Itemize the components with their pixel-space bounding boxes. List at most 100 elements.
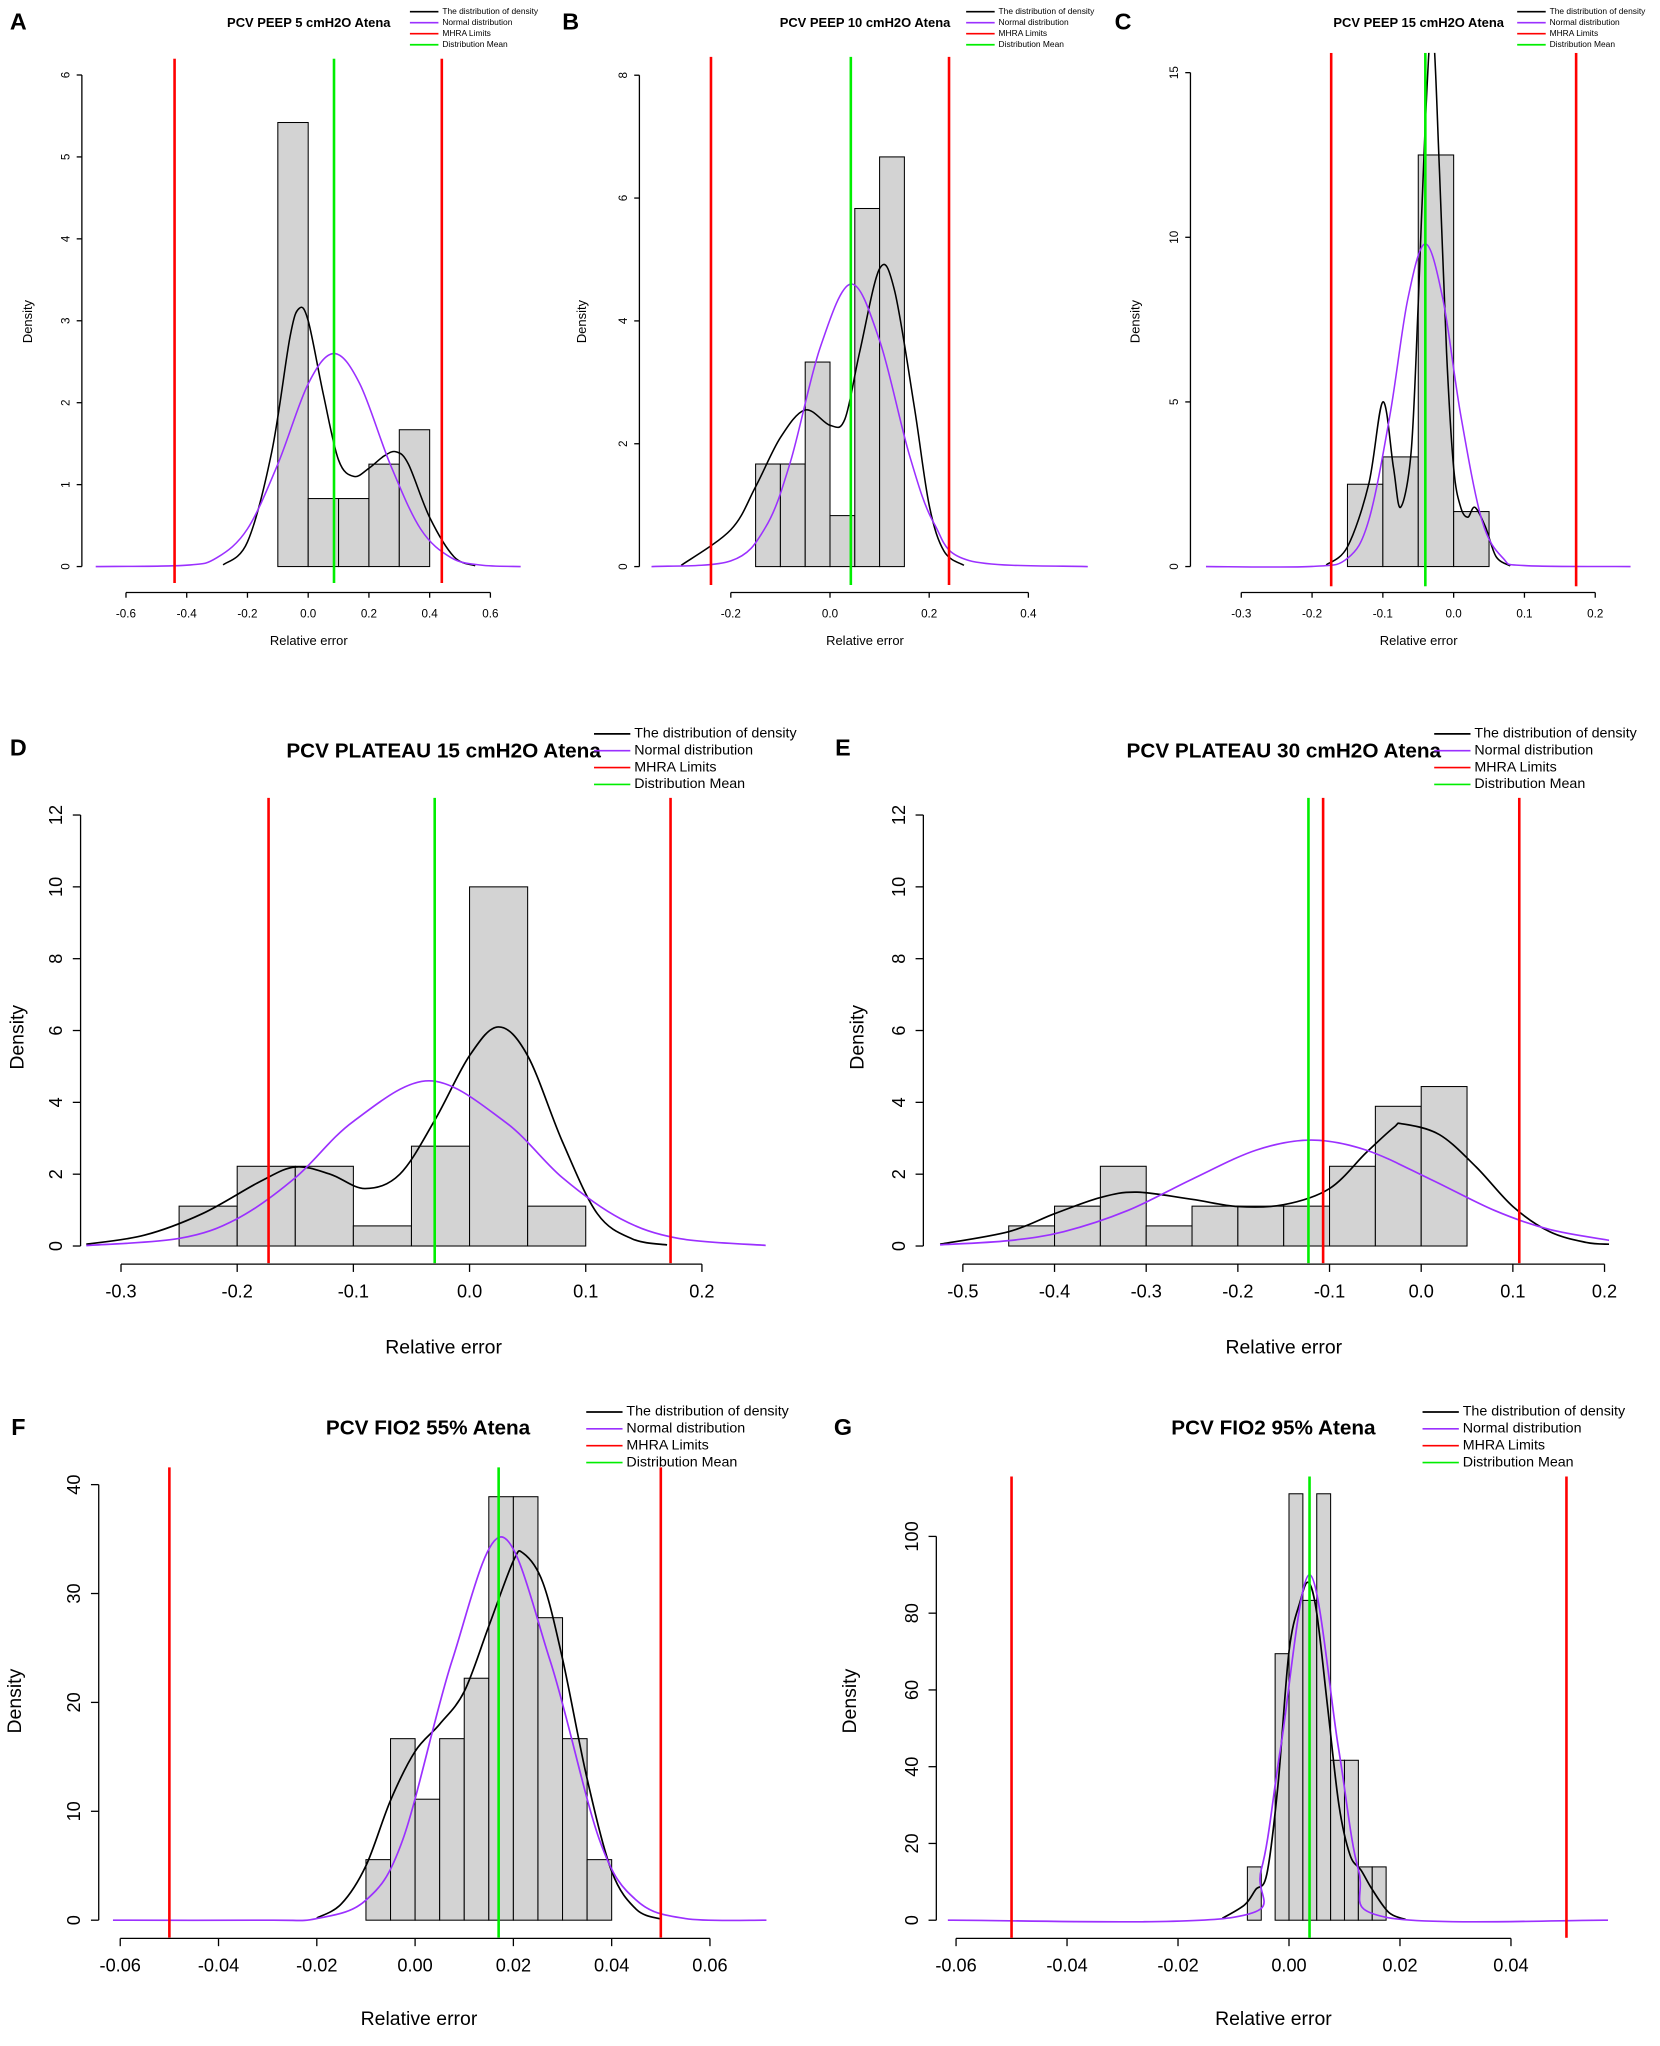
histogram-bar bbox=[414, 1798, 441, 1921]
y-tick-label: 4 bbox=[617, 317, 630, 324]
y-tick-label: 2 bbox=[617, 441, 630, 447]
plot-area bbox=[112, 1467, 767, 1938]
legend-label: Distribution Mean bbox=[1474, 776, 1585, 792]
density-curve bbox=[86, 1079, 766, 1247]
chart-title: PCV FIO2 55% Atena bbox=[326, 1416, 531, 1439]
panel-letter: F bbox=[11, 1414, 25, 1440]
legend-label: MHRA Limits bbox=[1474, 759, 1556, 775]
y-tick-label: 40 bbox=[64, 1475, 84, 1495]
legend-label: Distribution Mean bbox=[999, 39, 1065, 49]
histogram-bar bbox=[277, 121, 309, 568]
y-tick-label: 2 bbox=[889, 1169, 909, 1179]
y-tick-label: 10 bbox=[889, 877, 909, 897]
y-tick-label: 1 bbox=[59, 481, 72, 487]
x-tick-label: -0.02 bbox=[296, 1956, 337, 1976]
x-tick-label: -0.3 bbox=[1131, 1281, 1162, 1301]
panel-letter: E bbox=[835, 735, 851, 761]
x-tick-label: 0.06 bbox=[692, 1956, 727, 1976]
x-tick-label: -0.2 bbox=[237, 608, 257, 621]
x-axis-label: Relative error bbox=[1225, 1337, 1342, 1359]
x-axis-label: Relative error bbox=[1215, 2008, 1332, 2030]
x-tick-label: -0.2 bbox=[1302, 608, 1322, 621]
legend-label: MHRA Limits bbox=[442, 28, 491, 38]
y-tick-label: 0 bbox=[59, 563, 72, 570]
x-tick-label: 0.1 bbox=[1500, 1281, 1525, 1301]
panel: C PCV PEEP 15 cmH2O Atena Relative error De… bbox=[1115, 6, 1647, 648]
histogram-bar bbox=[1145, 1225, 1193, 1247]
y-axis-label: Density bbox=[1127, 299, 1142, 343]
legend-label: Distribution Mean bbox=[634, 776, 745, 792]
histogram-bar bbox=[879, 156, 905, 568]
panel-letter: C bbox=[1115, 8, 1132, 34]
y-tick-label: 8 bbox=[617, 72, 630, 78]
legend-label: Normal distribution bbox=[442, 17, 512, 27]
histogram-bar bbox=[1191, 1205, 1239, 1247]
histogram-bar bbox=[398, 429, 431, 568]
legend-label: The distribution of density bbox=[634, 726, 797, 742]
histogram-bar bbox=[779, 463, 806, 568]
y-tick-label: 30 bbox=[64, 1583, 84, 1603]
y-tick-label: 6 bbox=[617, 195, 630, 201]
y-axis-label: Density bbox=[20, 299, 35, 343]
panel: A PCV PEEP 5 cmH2O Atena Relative error Den… bbox=[10, 6, 539, 648]
x-tick-label: -0.06 bbox=[935, 1956, 976, 1976]
density-curve bbox=[316, 1550, 662, 1920]
x-tick-label: -0.1 bbox=[1314, 1281, 1345, 1301]
histogram-bar bbox=[1374, 1105, 1422, 1247]
y-tick-label: 2 bbox=[46, 1169, 66, 1179]
y-tick-label: 80 bbox=[902, 1603, 922, 1623]
y-tick-label: 15 bbox=[1168, 66, 1181, 79]
y-tick-label: 4 bbox=[59, 235, 72, 242]
legend-label: Distribution Mean bbox=[626, 1454, 737, 1470]
chart-title: PCV PEEP 5 cmH2O Atena bbox=[227, 15, 391, 30]
legend-label: MHRA Limits bbox=[1550, 28, 1599, 38]
legend-label: The distribution of density bbox=[442, 6, 539, 16]
x-tick-label: 0.00 bbox=[397, 1956, 432, 1976]
panel: B PCV PEEP 10 cmH2O Atena Relative error De… bbox=[562, 6, 1095, 648]
histogram-bar bbox=[1246, 1866, 1262, 1921]
histogram-bar bbox=[1417, 154, 1455, 568]
plot-area bbox=[95, 58, 521, 583]
y-tick-label: 0 bbox=[64, 1915, 84, 1925]
x-tick-label: 0.04 bbox=[1493, 1956, 1528, 1976]
histogram-bar bbox=[469, 886, 529, 1247]
density-curve bbox=[112, 1536, 767, 1922]
chart-title: PCV PEEP 15 cmH2O Atena bbox=[1333, 15, 1504, 30]
x-tick-label: -0.2 bbox=[1222, 1281, 1253, 1301]
x-tick-label: 0.6 bbox=[482, 608, 498, 621]
panel-letter: A bbox=[10, 8, 27, 34]
y-tick-label: 0 bbox=[617, 563, 630, 570]
y-tick-label: 6 bbox=[59, 72, 72, 78]
histogram-bar bbox=[804, 361, 831, 568]
histogram-bar bbox=[527, 1205, 587, 1247]
legend-label: Distribution Mean bbox=[1463, 1454, 1574, 1470]
histogram-bar bbox=[1453, 511, 1490, 568]
histogram-bar bbox=[410, 1145, 471, 1247]
x-tick-label: 0.0 bbox=[1446, 608, 1463, 621]
x-tick-label: 0.2 bbox=[921, 608, 937, 621]
y-axis-label: Density bbox=[574, 299, 589, 343]
plot-area bbox=[947, 1476, 1609, 1938]
density-curve bbox=[86, 1026, 668, 1246]
x-tick-label: -0.3 bbox=[105, 1281, 136, 1301]
x-axis-label: Relative error bbox=[1380, 633, 1458, 648]
density-curve bbox=[1325, 52, 1511, 567]
x-tick-label: 0.2 bbox=[689, 1281, 714, 1301]
legend-label: Normal distribution bbox=[999, 17, 1069, 27]
x-tick-label: -0.04 bbox=[198, 1956, 239, 1976]
histogram-bar bbox=[1054, 1205, 1101, 1247]
histogram-bar bbox=[365, 1859, 392, 1921]
x-tick-label: -0.4 bbox=[177, 608, 198, 621]
legend-label: The distribution of density bbox=[626, 1404, 789, 1420]
y-tick-label: 20 bbox=[64, 1692, 84, 1712]
legend-label: Distribution Mean bbox=[442, 39, 508, 49]
x-tick-label: 0.2 bbox=[361, 608, 377, 621]
plot-area bbox=[651, 56, 1088, 586]
x-tick-label: -0.1 bbox=[338, 1281, 369, 1301]
x-tick-label: 0.2 bbox=[1587, 608, 1603, 621]
x-tick-label: -0.2 bbox=[721, 608, 741, 621]
density-curve bbox=[680, 263, 965, 567]
x-tick-label: 0.4 bbox=[1020, 608, 1037, 621]
x-tick-label: 0.04 bbox=[594, 1956, 629, 1976]
density-curve bbox=[1221, 1581, 1406, 1921]
